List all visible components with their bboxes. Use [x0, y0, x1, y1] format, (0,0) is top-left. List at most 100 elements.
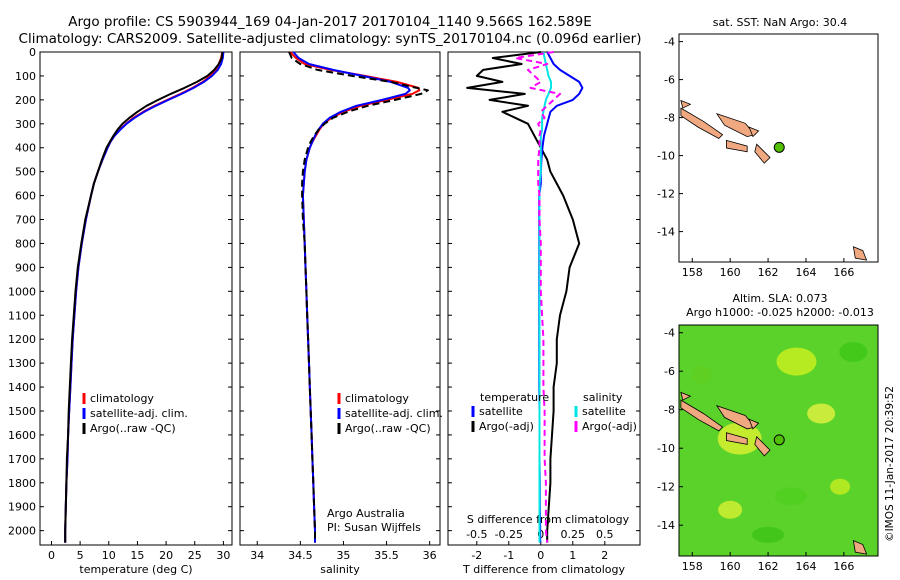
depth-tick-label: 600 [15, 190, 36, 203]
sla-blob [776, 347, 817, 376]
sla-blob [691, 366, 712, 385]
map-y-tick-label: -12 [657, 188, 675, 201]
map-y-tick-label: -6 [664, 74, 675, 87]
s-argo-diff [514, 51, 561, 543]
x-tick-label: 15 [130, 549, 144, 562]
map-y-tick-label: -4 [664, 36, 675, 49]
depth-tick-label: 1000 [8, 285, 36, 298]
island [715, 113, 756, 138]
legend-label: Argo(..raw -QC) [90, 422, 176, 435]
x-tick-label: 5 [77, 549, 84, 562]
x-tick-label: 35 [336, 549, 350, 562]
float-position-marker [773, 434, 785, 446]
x-tick-label: 36 [423, 549, 437, 562]
x-axis-label: salinity [320, 563, 360, 576]
temperature-series-1 [64, 51, 225, 543]
depth-tick-label: 400 [15, 142, 36, 155]
x-axis-label: temperature (deg C) [79, 563, 192, 576]
legend-label: Argo(..raw -QC) [345, 422, 431, 435]
map-y-tick-label: -6 [664, 365, 675, 378]
map-frame [678, 324, 879, 557]
s-satellite-diff [538, 51, 552, 543]
x-tick-label: 1 [569, 549, 576, 562]
map-sla_map [678, 324, 879, 557]
depth-tick-label: 2000 [8, 525, 36, 538]
salinity-series-0 [289, 51, 421, 543]
map-y-tick-label: -10 [657, 150, 675, 163]
depth-tick-label: 1400 [8, 381, 36, 394]
map-y-tick-label: -14 [657, 519, 675, 532]
map-y-tick-label: -10 [657, 442, 675, 455]
map-y-tick-label: -8 [664, 112, 675, 125]
sla-blob [830, 478, 851, 495]
map-x-tick-label: 160 [720, 560, 741, 573]
depth-tick-label: 300 [15, 118, 36, 131]
legend-label: Argo(-adj) [582, 420, 637, 433]
depth-tick-label: 100 [15, 70, 36, 83]
sla-blob [807, 403, 836, 424]
panel-frame-salinity [239, 51, 441, 546]
map-frame [678, 33, 879, 263]
depth-tick-label: 500 [15, 166, 36, 179]
x-tick-label: 30 [216, 549, 230, 562]
map-x-tick-label: 164 [795, 560, 816, 573]
depth-tick-label: 1300 [8, 357, 36, 370]
depth-tick-label: 1800 [8, 477, 36, 490]
sst-map-title: sat. SST: NaN Argo: 30.4 [713, 16, 847, 29]
legend-title-temperature: temperature [480, 391, 549, 404]
x-tick-label: 34.5 [288, 549, 313, 562]
legend-label: satellite [479, 405, 523, 418]
island [748, 126, 760, 138]
legend-label: climatology [345, 392, 409, 405]
s-tick-label: 0.25 [561, 528, 586, 541]
legend-label: satellite-adj. clim. [345, 407, 443, 420]
salinity-series-2 [288, 51, 429, 543]
map-x-tick-label: 160 [720, 266, 741, 279]
depth-tick-label: 900 [15, 261, 36, 274]
island [748, 418, 760, 430]
map-x-tick-label: 164 [795, 266, 816, 279]
island [852, 539, 868, 555]
map-y-tick-label: -4 [664, 327, 675, 340]
s-tick-label: 0.5 [596, 528, 614, 541]
legend-label: satellite [582, 405, 626, 418]
s-tick-label: -0.25 [495, 528, 523, 541]
island [852, 246, 868, 261]
map-y-tick-label: -12 [657, 481, 675, 494]
map-y-tick-label: -14 [657, 226, 675, 239]
depth-tick-label: 1900 [8, 501, 36, 514]
float-position-marker [773, 141, 785, 153]
temperature-series-2 [64, 51, 224, 543]
sla-map-title-line2: Argo h1000: -0.025 h2000: -0.013 [686, 306, 874, 319]
s-tick-label: -0.5 [466, 528, 487, 541]
annotation-line1: Argo Australia [327, 507, 405, 520]
depth-tick-label: 1500 [8, 405, 36, 418]
chart-title-line2: Climatology: CARS2009. Satellite-adjuste… [18, 31, 642, 47]
x-tick-label: 34 [250, 549, 264, 562]
x-axis-label: T difference from climatology [462, 563, 625, 576]
depth-tick-label: 200 [15, 94, 36, 107]
island [680, 399, 724, 432]
map-x-tick-label: 166 [833, 560, 854, 573]
annotation-line2: PI: Susan Wijffels [327, 521, 421, 534]
island [754, 143, 771, 164]
depth-tick-label: 700 [15, 214, 36, 227]
depth-tick-label: 0 [29, 46, 36, 59]
island [754, 435, 771, 457]
island [680, 99, 692, 109]
map-y-tick-label: -8 [664, 404, 675, 417]
legend-label: climatology [90, 392, 154, 405]
x-tick-label: 0 [537, 549, 544, 562]
t-argo-diff [466, 51, 581, 543]
x-tick-label: 20 [159, 549, 173, 562]
island [726, 432, 748, 445]
chart-title-line1: Argo profile: CS 5903944_169 04-Jan-2017… [68, 14, 592, 30]
depth-tick-label: 1200 [8, 333, 36, 346]
map-x-tick-label: 166 [833, 266, 854, 279]
depth-tick-label: 1600 [8, 429, 36, 442]
panel-frame-difference [447, 51, 641, 546]
depth-tick-label: 800 [15, 237, 36, 250]
legend-title-salinity: salinity [583, 391, 623, 404]
legend-label: satellite-adj. clim. [90, 407, 188, 420]
